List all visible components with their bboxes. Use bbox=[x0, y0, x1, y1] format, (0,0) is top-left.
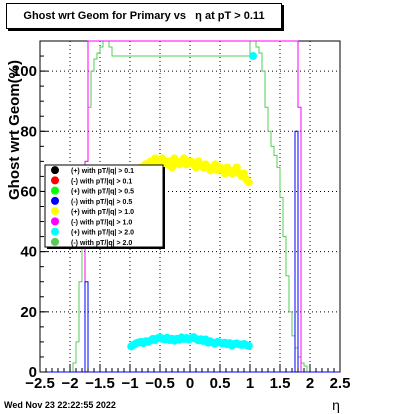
legend-marker bbox=[51, 227, 59, 236]
legend-marker bbox=[51, 196, 59, 205]
legend-entry-label: (-) with pT/|q| > 0.5 bbox=[71, 199, 132, 206]
legend-entry-label: (+) with pT/|q| > 0.1 bbox=[71, 168, 134, 175]
y-tick-label: 100 bbox=[12, 63, 37, 80]
x-tick-label: −0.5 bbox=[145, 375, 175, 392]
x-axis-label: η bbox=[332, 397, 340, 413]
legend-marker bbox=[51, 237, 59, 246]
legend-marker bbox=[51, 166, 59, 175]
legend-shadow bbox=[163, 167, 165, 249]
x-tick-label: −1 bbox=[121, 375, 138, 392]
data-point bbox=[168, 163, 176, 172]
axes: −2.5 −2 −1.5 −1 −0.5 0 0.5 1 1.5 2 2.5 0 20 40 60 80 100 bbox=[12, 40, 351, 392]
data-point bbox=[240, 169, 248, 178]
legend-shadow bbox=[47, 247, 165, 249]
x-tick-label: 2 bbox=[306, 375, 314, 392]
legend-box bbox=[44, 164, 164, 248]
legend-marker bbox=[51, 207, 59, 216]
x-tick-label: 1.5 bbox=[270, 375, 291, 392]
x-tick-label: 2.5 bbox=[330, 375, 351, 392]
legend-marker bbox=[51, 186, 59, 195]
data-point bbox=[244, 178, 253, 187]
histogram-outline-1 bbox=[40, 40, 340, 373]
legend-entry-label: (-) with pT/|q| > 0.1 bbox=[71, 178, 132, 185]
x-tick-label: −1.5 bbox=[85, 375, 115, 392]
y-tick-label: 60 bbox=[20, 183, 37, 200]
y-tick-label: 20 bbox=[20, 304, 37, 321]
data-point bbox=[249, 52, 257, 61]
x-tick-label: 0 bbox=[186, 375, 194, 392]
legend-marker bbox=[51, 176, 59, 185]
marker-layer bbox=[127, 52, 257, 351]
data-point bbox=[244, 341, 253, 350]
x-tick-label: −2.5 bbox=[25, 375, 55, 392]
legend-entry-label: (+) with pT/|q| > 0.5 bbox=[71, 189, 134, 196]
footer-timestamp: Wed Nov 23 22:22:55 2022 bbox=[4, 400, 116, 410]
chart-title: Ghost wrt Geom for Primary vs η at pT > … bbox=[6, 3, 282, 29]
y-tick-label: 40 bbox=[20, 244, 37, 261]
y-axis-label: Ghost wrt Geom(%) bbox=[6, 60, 23, 200]
x-tick-label: 1 bbox=[246, 375, 254, 392]
x-tick-label: 0.5 bbox=[210, 375, 231, 392]
legend-marker bbox=[51, 217, 59, 226]
legend-entry-label: (+) with pT/|q| > 1.0 bbox=[71, 209, 134, 216]
legend-entry-label: (-) with pT/|q| > 2.0 bbox=[71, 240, 132, 247]
y-tick-label: 80 bbox=[20, 123, 37, 140]
data-point bbox=[232, 163, 241, 172]
legend-entry-label: (-) with pT/|q| > 1.0 bbox=[71, 219, 132, 226]
legend: (+) with pT/|q| > 0.1 (-) with pT/|q| > 0… bbox=[44, 164, 165, 249]
x-tick-label: −2 bbox=[61, 375, 78, 392]
legend-entry-label: (+) with pT/|q| > 2.0 bbox=[71, 230, 134, 237]
y-tick-label: 0 bbox=[29, 364, 37, 381]
